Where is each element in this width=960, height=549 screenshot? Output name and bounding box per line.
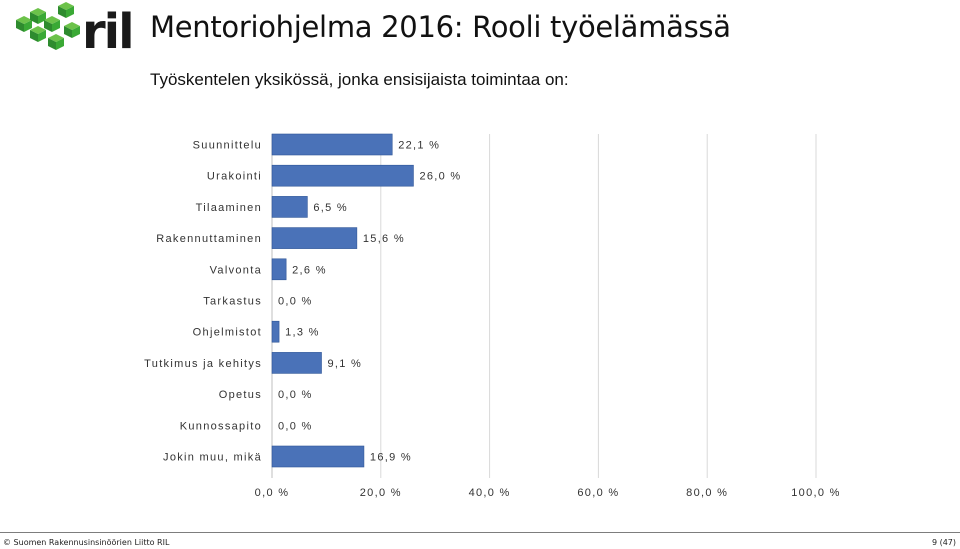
logo-cubes-icon (16, 2, 80, 50)
x-tick-label: 60,0 % (577, 487, 619, 499)
bar (271, 133, 393, 156)
x-tick-label: 80,0 % (686, 487, 728, 499)
logo-text: ril (82, 4, 132, 58)
value-label: 0,0 % (278, 296, 313, 308)
value-label: 2,6 % (292, 264, 327, 276)
value-label: 16,9 % (370, 452, 412, 464)
category-label: Rakennuttaminen (156, 233, 262, 245)
x-tick-label: 100,0 % (791, 487, 840, 499)
page-subtitle: Työskentelen yksikössä, jonka ensisijais… (150, 70, 569, 89)
bar-chart: Suunnittelu 22,1 % Urakointi 26,0 % Tilaamin… (144, 133, 840, 499)
category-label: Suunnittelu (193, 140, 262, 152)
x-tick-label: 40,0 % (469, 487, 511, 499)
value-label: 6,5 % (313, 202, 348, 214)
bar (271, 320, 280, 343)
value-label: 15,6 % (363, 233, 405, 245)
bar (271, 258, 287, 281)
footer-copyright: © Suomen Rakennusinsinöörien Liitto RIL (3, 538, 170, 547)
category-label: Valvonta (210, 264, 262, 276)
category-label: Urakointi (207, 171, 262, 183)
value-label: 22,1 % (398, 140, 440, 152)
category-label: Tilaaminen (196, 202, 262, 214)
category-label: Tarkastus (203, 296, 262, 308)
x-tick-label: 20,0 % (360, 487, 402, 499)
value-label: 0,0 % (278, 420, 313, 432)
value-label: 26,0 % (419, 171, 461, 183)
value-label: 1,3 % (285, 327, 320, 339)
category-label: Kunnossapito (180, 420, 262, 432)
category-label: Opetus (219, 389, 262, 401)
bar (271, 196, 308, 218)
page-title: Mentoriohjelma 2016: Rooli työelämässä (150, 10, 731, 44)
bar (271, 227, 358, 249)
footer-divider (0, 532, 960, 533)
bar (271, 352, 322, 374)
category-label: Ohjelmistot (193, 327, 262, 339)
ril-logo: ril (16, 2, 132, 58)
x-tick-label: 0,0 % (255, 487, 290, 499)
category-label: Tutkimus ja kehitys (144, 358, 262, 370)
footer-page-number: 9 (47) (931, 538, 956, 547)
value-label: 9,1 % (328, 358, 363, 370)
bar (271, 164, 414, 187)
bar (271, 445, 365, 468)
category-label: Jokin muu, mikä (163, 452, 262, 464)
value-label: 0,0 % (278, 389, 313, 401)
